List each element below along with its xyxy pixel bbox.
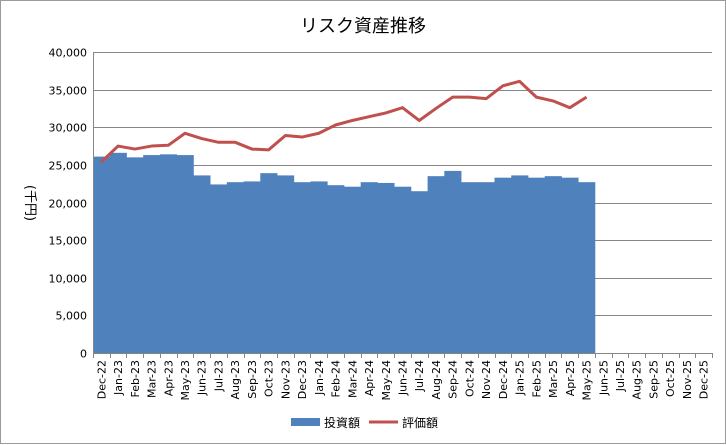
x-tick-label: Apr-25 xyxy=(564,360,577,396)
x-tick-label: Jan-24 xyxy=(313,360,326,396)
x-tick-label: Nov-25 xyxy=(681,360,694,399)
bar xyxy=(394,186,412,353)
x-tick-label: Oct-23 xyxy=(263,360,276,397)
bar xyxy=(444,170,462,353)
x-tick-label: May-23 xyxy=(179,360,192,401)
x-tick-label: Jun-25 xyxy=(597,360,610,396)
legend-swatch-investment xyxy=(291,418,320,426)
x-tick-label: Mar-24 xyxy=(346,360,359,398)
x-tick-label: May-25 xyxy=(581,360,594,401)
x-tick-label: Apr-24 xyxy=(363,360,376,396)
bar xyxy=(310,181,328,353)
bar xyxy=(327,185,345,353)
x-tick-label: Jan-23 xyxy=(112,360,125,396)
x-tick-labels: Dec-22 Jan-23 Feb-23 Mar-23 Apr-23 May-23 Jun-… xyxy=(95,360,710,401)
x-tick-label: Jul-24 xyxy=(413,360,426,392)
x-tick-label: Dec-23 xyxy=(296,360,309,399)
y-tick-label: 35,000 xyxy=(49,85,88,98)
bar xyxy=(578,182,596,353)
bar xyxy=(210,184,228,353)
x-tick-label: Aug-24 xyxy=(430,360,443,399)
y-tick-label: 5,000 xyxy=(56,310,88,323)
bar xyxy=(527,177,546,353)
x-tick-label: Jun-24 xyxy=(397,360,410,396)
bar xyxy=(544,176,562,353)
x-tick-label: Mar-23 xyxy=(146,360,159,398)
x-tick-label: Feb-23 xyxy=(129,360,142,397)
x-tick-label: Jun-23 xyxy=(196,360,209,396)
x-tick-label: Dec-25 xyxy=(698,360,711,399)
bar xyxy=(377,182,395,353)
bar xyxy=(176,155,194,353)
bar xyxy=(494,177,512,353)
bar-series-investment xyxy=(93,152,596,353)
bar xyxy=(277,175,295,353)
bar xyxy=(511,175,529,353)
x-tick-label: Mar-25 xyxy=(547,360,560,398)
bar xyxy=(293,182,311,353)
y-axis-label: (千円) xyxy=(22,185,37,221)
y-tick-labels: 0 5,000 10,000 15,000 20,000 25,000 30,000 35,0… xyxy=(49,47,88,361)
x-tick-label: May-24 xyxy=(380,360,393,401)
bar xyxy=(427,176,445,353)
x-tick-label: Sep-24 xyxy=(447,360,460,399)
x-tick-label: Jul-25 xyxy=(614,360,627,392)
x-tick-label: Dec-22 xyxy=(95,360,108,399)
bar xyxy=(561,177,579,353)
legend-label-investment: 投資額 xyxy=(324,415,360,430)
line-series-valuation xyxy=(100,79,588,163)
bar xyxy=(260,173,278,353)
chart-title: リスク資産推移 xyxy=(300,16,426,37)
x-tick-label: Dec-24 xyxy=(497,360,510,399)
x-tick-label: Sep-25 xyxy=(647,360,660,399)
x-tick-label: Nov-23 xyxy=(279,360,292,399)
x-tick-label: Aug-23 xyxy=(229,360,242,399)
x-tick-label: Jan-25 xyxy=(514,360,527,396)
y-tick-label: 20,000 xyxy=(49,198,88,211)
bar xyxy=(143,155,161,353)
bar xyxy=(360,182,378,353)
bar xyxy=(226,182,244,353)
x-tick-label: Sep-23 xyxy=(246,360,259,399)
y-tick-label: 15,000 xyxy=(49,235,88,248)
y-tick-label: 0 xyxy=(80,348,87,361)
bar xyxy=(343,186,362,353)
x-tick-label: Aug-25 xyxy=(631,360,644,399)
bar xyxy=(93,156,111,353)
y-tick-label: 25,000 xyxy=(49,160,88,173)
bar xyxy=(193,175,211,353)
x-tick-label: Oct-25 xyxy=(664,360,677,397)
x-tick-label: Apr-23 xyxy=(162,360,175,396)
bar xyxy=(410,191,428,353)
y-tick-label: 40,000 xyxy=(49,47,88,60)
bar xyxy=(126,157,144,353)
x-tick-label: Oct-24 xyxy=(463,360,476,397)
axes xyxy=(93,52,713,358)
x-tick-label: Feb-25 xyxy=(530,360,543,397)
valuation-line xyxy=(100,79,588,163)
y-tick-label: 10,000 xyxy=(49,273,88,286)
bar xyxy=(109,152,127,353)
x-tick-label: Nov-24 xyxy=(480,360,493,399)
bar xyxy=(477,182,495,353)
legend-label-valuation: 評価額 xyxy=(402,415,438,430)
bar xyxy=(461,182,479,353)
y-tick-label: 30,000 xyxy=(49,122,88,135)
bar xyxy=(159,154,178,353)
bar xyxy=(243,181,261,353)
x-tick-label: Feb-24 xyxy=(330,360,343,397)
legend: 投資額 評価額 xyxy=(291,415,438,430)
x-tick-label: Jul-23 xyxy=(212,360,225,392)
